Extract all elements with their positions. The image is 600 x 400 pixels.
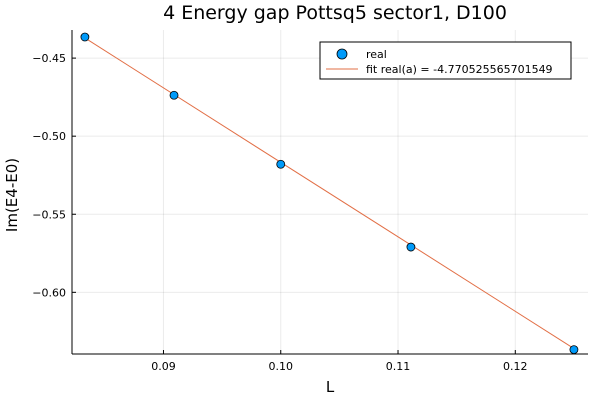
x-tick-label: 0.09	[151, 360, 176, 373]
y-axis-label: Im(E4-E0)	[3, 158, 21, 232]
legend-entry-real: real	[366, 48, 387, 61]
legend-entry-fit: fit real(a) = -4.770525565701549	[366, 63, 553, 76]
data-point	[169, 90, 179, 100]
data-point	[80, 32, 90, 42]
x-tick-label: 0.10	[268, 360, 293, 373]
data-point	[406, 242, 416, 252]
x-axis-label: L	[326, 378, 335, 396]
y-tick-label: −0.45	[32, 52, 66, 65]
data-point	[276, 159, 286, 169]
x-tick-label: 0.12	[503, 360, 528, 373]
y-tick-label: −0.55	[32, 208, 66, 221]
data-point	[569, 345, 579, 355]
grid	[72, 30, 588, 354]
y-tick-label: −0.50	[32, 130, 66, 143]
series-layer	[80, 32, 579, 355]
legend-marker-real	[336, 48, 348, 60]
fit-line	[84, 37, 575, 349]
y-tick-label: −0.60	[32, 286, 66, 299]
axes	[71, 30, 588, 355]
chart-title: 4 Energy gap Pottsq5 sector1, D100	[163, 2, 507, 24]
legend: real fit real(a) = -4.770525565701549	[319, 41, 572, 80]
tick-labels: 0.09 0.10 0.11 0.12 −0.45 −0.50 −0.55 −0.60	[32, 52, 527, 373]
legend-box	[319, 41, 572, 80]
x-tick-label: 0.11	[386, 360, 411, 373]
